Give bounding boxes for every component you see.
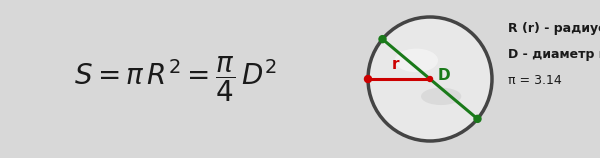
Text: r: r [392,57,400,72]
Text: R (r) - радиус круга: R (r) - радиус круга [508,22,600,35]
Circle shape [365,76,371,82]
Text: π = 3.14: π = 3.14 [508,74,562,87]
Circle shape [427,76,433,82]
Ellipse shape [421,88,461,105]
Text: D: D [437,68,450,83]
Ellipse shape [395,49,438,72]
Circle shape [474,115,481,122]
Text: $S = \pi\, R^2 = \dfrac{\pi}{4}\,D^2$: $S = \pi\, R^2 = \dfrac{\pi}{4}\,D^2$ [74,54,277,104]
Circle shape [368,17,492,141]
Circle shape [379,36,386,43]
Text: D - диаметр круга: D - диаметр круга [508,48,600,61]
